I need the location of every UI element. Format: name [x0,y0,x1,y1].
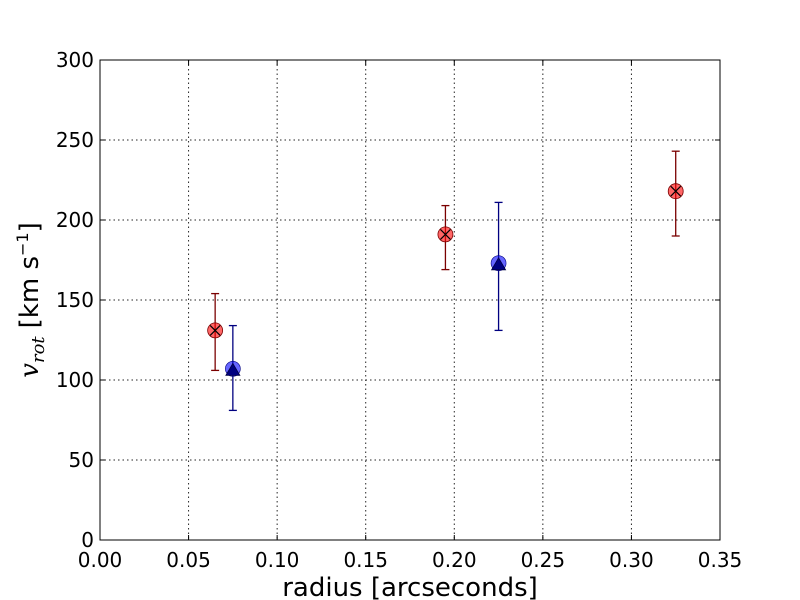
x-tick-label: 0.00 [78,548,123,572]
data-point-x [209,324,221,336]
x-tick-label: 0.30 [609,548,654,572]
y-tick-label: 50 [69,448,94,472]
x-tick-label: 0.05 [166,548,211,572]
y-tick-label: 300 [56,48,94,72]
data-point-triangle [490,257,507,271]
y-tick-label: 200 [56,208,94,232]
data-point-x [440,228,451,240]
y-tick-label: 100 [56,368,94,392]
y-tick-labels: 0 50 100 150 200 250 300 [56,48,94,552]
axis-ticks [99,59,721,541]
y-tick-label: 150 [56,288,94,312]
x-tick-label: 0.35 [698,548,743,572]
x-tick-labels: 0.00 0.05 0.10 0.15 0.20 0.25 0.30 0.35 [78,548,743,572]
x-tick-label: 0.15 [343,548,388,572]
x-tick-label: 0.20 [432,548,477,572]
x-tick-label: 0.25 [521,548,566,572]
data-point-x [670,185,682,197]
grid-lines [100,60,720,540]
data-points [207,150,684,412]
y-axis-label-symbol: v [15,363,45,378]
y-tick-label: 250 [56,128,94,152]
y-axis-label-subscript: rot [28,336,49,363]
data-point-triangle [225,362,241,376]
x-axis-label: radius [arcseconds] [282,573,538,600]
y-axis-label-exponent: −1 [13,232,32,256]
y-axis-label: vrot [km s−1] [13,222,49,377]
y-axis-label-unit: [km s [15,256,45,328]
y-axis-label-close: ] [15,222,45,232]
y-tick-label: 0 [81,528,94,552]
x-tick-label: 0.10 [255,548,300,572]
